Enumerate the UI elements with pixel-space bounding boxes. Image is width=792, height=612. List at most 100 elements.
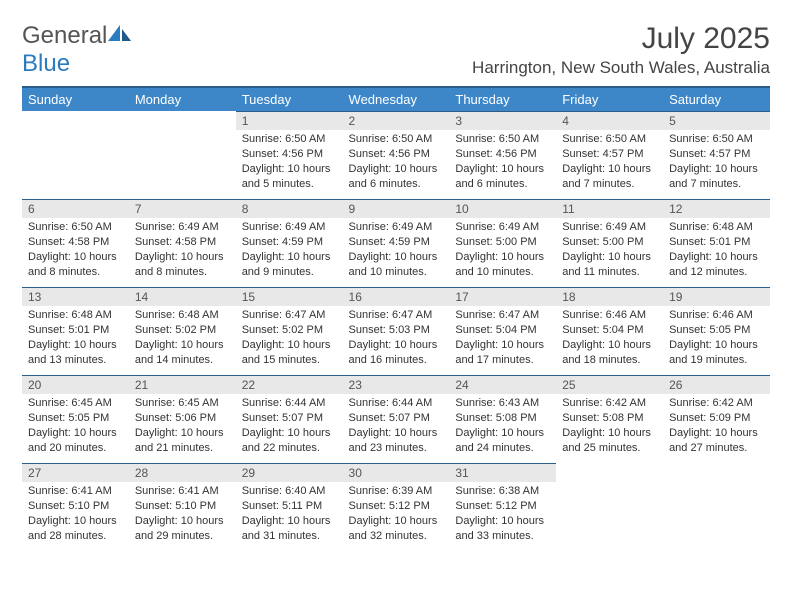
- logo-text: GeneralBlue: [22, 22, 133, 78]
- day-content: Sunrise: 6:50 AMSunset: 4:56 PMDaylight:…: [449, 130, 556, 195]
- calendar-cell: 14Sunrise: 6:48 AMSunset: 5:02 PMDayligh…: [129, 287, 236, 375]
- calendar-cell: 27Sunrise: 6:41 AMSunset: 5:10 PMDayligh…: [22, 463, 129, 551]
- calendar-body: 1Sunrise: 6:50 AMSunset: 4:56 PMDaylight…: [22, 111, 770, 551]
- day-number: 9: [343, 199, 450, 218]
- sunset-line: Sunset: 5:05 PM: [28, 411, 123, 426]
- calendar-cell: 11Sunrise: 6:49 AMSunset: 5:00 PMDayligh…: [556, 199, 663, 287]
- day-number: 22: [236, 375, 343, 394]
- day-content: Sunrise: 6:49 AMSunset: 4:59 PMDaylight:…: [343, 218, 450, 283]
- day-content: Sunrise: 6:50 AMSunset: 4:56 PMDaylight:…: [236, 130, 343, 195]
- calendar-cell: 25Sunrise: 6:42 AMSunset: 5:08 PMDayligh…: [556, 375, 663, 463]
- sunrise-line: Sunrise: 6:45 AM: [135, 396, 230, 411]
- day-content: Sunrise: 6:41 AMSunset: 5:10 PMDaylight:…: [22, 482, 129, 547]
- sunrise-line: Sunrise: 6:50 AM: [349, 132, 444, 147]
- daylight-line: Daylight: 10 hours and 23 minutes.: [349, 426, 444, 456]
- daylight-line: Daylight: 10 hours and 7 minutes.: [562, 162, 657, 192]
- sunrise-line: Sunrise: 6:39 AM: [349, 484, 444, 499]
- sunset-line: Sunset: 5:00 PM: [455, 235, 550, 250]
- calendar-cell: 26Sunrise: 6:42 AMSunset: 5:09 PMDayligh…: [663, 375, 770, 463]
- calendar-row: 27Sunrise: 6:41 AMSunset: 5:10 PMDayligh…: [22, 463, 770, 551]
- day-number: 3: [449, 111, 556, 130]
- sunrise-line: Sunrise: 6:44 AM: [349, 396, 444, 411]
- day-number: 11: [556, 199, 663, 218]
- day-number: 21: [129, 375, 236, 394]
- calendar-cell: 24Sunrise: 6:43 AMSunset: 5:08 PMDayligh…: [449, 375, 556, 463]
- day-number: 31: [449, 463, 556, 482]
- day-number: 28: [129, 463, 236, 482]
- calendar-cell: 17Sunrise: 6:47 AMSunset: 5:04 PMDayligh…: [449, 287, 556, 375]
- calendar-cell: 2Sunrise: 6:50 AMSunset: 4:56 PMDaylight…: [343, 111, 450, 199]
- sunrise-line: Sunrise: 6:50 AM: [669, 132, 764, 147]
- day-header-row: SundayMondayTuesdayWednesdayThursdayFrid…: [22, 87, 770, 111]
- day-content: Sunrise: 6:49 AMSunset: 4:58 PMDaylight:…: [129, 218, 236, 283]
- title-block: July 2025 Harrington, New South Wales, A…: [472, 22, 770, 78]
- sunset-line: Sunset: 5:12 PM: [349, 499, 444, 514]
- day-content: Sunrise: 6:50 AMSunset: 4:56 PMDaylight:…: [343, 130, 450, 195]
- sunrise-line: Sunrise: 6:48 AM: [135, 308, 230, 323]
- sunrise-line: Sunrise: 6:40 AM: [242, 484, 337, 499]
- daylight-line: Daylight: 10 hours and 5 minutes.: [242, 162, 337, 192]
- sunset-line: Sunset: 5:00 PM: [562, 235, 657, 250]
- day-content: Sunrise: 6:50 AMSunset: 4:57 PMDaylight:…: [556, 130, 663, 195]
- sunrise-line: Sunrise: 6:49 AM: [455, 220, 550, 235]
- day-number: 16: [343, 287, 450, 306]
- daylight-line: Daylight: 10 hours and 21 minutes.: [135, 426, 230, 456]
- calendar-cell: 13Sunrise: 6:48 AMSunset: 5:01 PMDayligh…: [22, 287, 129, 375]
- day-header: Tuesday: [236, 87, 343, 111]
- calendar-cell: 15Sunrise: 6:47 AMSunset: 5:02 PMDayligh…: [236, 287, 343, 375]
- sunrise-line: Sunrise: 6:46 AM: [562, 308, 657, 323]
- day-number: 19: [663, 287, 770, 306]
- daylight-line: Daylight: 10 hours and 22 minutes.: [242, 426, 337, 456]
- daylight-line: Daylight: 10 hours and 32 minutes.: [349, 514, 444, 544]
- day-number: 8: [236, 199, 343, 218]
- day-content: Sunrise: 6:42 AMSunset: 5:09 PMDaylight:…: [663, 394, 770, 459]
- day-content: Sunrise: 6:38 AMSunset: 5:12 PMDaylight:…: [449, 482, 556, 547]
- calendar-cell: 21Sunrise: 6:45 AMSunset: 5:06 PMDayligh…: [129, 375, 236, 463]
- daylight-line: Daylight: 10 hours and 8 minutes.: [28, 250, 123, 280]
- day-number: 26: [663, 375, 770, 394]
- sunset-line: Sunset: 5:08 PM: [455, 411, 550, 426]
- sunset-line: Sunset: 5:01 PM: [669, 235, 764, 250]
- day-content: Sunrise: 6:40 AMSunset: 5:11 PMDaylight:…: [236, 482, 343, 547]
- day-content: Sunrise: 6:42 AMSunset: 5:08 PMDaylight:…: [556, 394, 663, 459]
- day-content: Sunrise: 6:47 AMSunset: 5:03 PMDaylight:…: [343, 306, 450, 371]
- day-content: Sunrise: 6:47 AMSunset: 5:04 PMDaylight:…: [449, 306, 556, 371]
- calendar-cell: 28Sunrise: 6:41 AMSunset: 5:10 PMDayligh…: [129, 463, 236, 551]
- sunrise-line: Sunrise: 6:50 AM: [28, 220, 123, 235]
- calendar-cell: 22Sunrise: 6:44 AMSunset: 5:07 PMDayligh…: [236, 375, 343, 463]
- sunrise-line: Sunrise: 6:43 AM: [455, 396, 550, 411]
- day-header: Wednesday: [343, 87, 450, 111]
- month-title: July 2025: [472, 22, 770, 56]
- sunrise-line: Sunrise: 6:47 AM: [455, 308, 550, 323]
- logo: GeneralBlue: [22, 22, 133, 78]
- day-content: Sunrise: 6:46 AMSunset: 5:04 PMDaylight:…: [556, 306, 663, 371]
- calendar-cell: 16Sunrise: 6:47 AMSunset: 5:03 PMDayligh…: [343, 287, 450, 375]
- day-content: Sunrise: 6:47 AMSunset: 5:02 PMDaylight:…: [236, 306, 343, 371]
- calendar-cell: 7Sunrise: 6:49 AMSunset: 4:58 PMDaylight…: [129, 199, 236, 287]
- sunset-line: Sunset: 4:57 PM: [669, 147, 764, 162]
- sunset-line: Sunset: 5:08 PM: [562, 411, 657, 426]
- sunrise-line: Sunrise: 6:41 AM: [135, 484, 230, 499]
- daylight-line: Daylight: 10 hours and 29 minutes.: [135, 514, 230, 544]
- daylight-line: Daylight: 10 hours and 9 minutes.: [242, 250, 337, 280]
- day-number: 1: [236, 111, 343, 130]
- sunrise-line: Sunrise: 6:38 AM: [455, 484, 550, 499]
- daylight-line: Daylight: 10 hours and 6 minutes.: [455, 162, 550, 192]
- day-number: 10: [449, 199, 556, 218]
- calendar-cell: 12Sunrise: 6:48 AMSunset: 5:01 PMDayligh…: [663, 199, 770, 287]
- day-content: Sunrise: 6:48 AMSunset: 5:01 PMDaylight:…: [22, 306, 129, 371]
- sunrise-line: Sunrise: 6:42 AM: [562, 396, 657, 411]
- sunset-line: Sunset: 5:07 PM: [349, 411, 444, 426]
- sunrise-line: Sunrise: 6:47 AM: [349, 308, 444, 323]
- sunset-line: Sunset: 4:56 PM: [455, 147, 550, 162]
- sunrise-line: Sunrise: 6:44 AM: [242, 396, 337, 411]
- day-content: Sunrise: 6:44 AMSunset: 5:07 PMDaylight:…: [236, 394, 343, 459]
- calendar-cell: 3Sunrise: 6:50 AMSunset: 4:56 PMDaylight…: [449, 111, 556, 199]
- daylight-line: Daylight: 10 hours and 12 minutes.: [669, 250, 764, 280]
- day-content: Sunrise: 6:48 AMSunset: 5:01 PMDaylight:…: [663, 218, 770, 283]
- day-content: Sunrise: 6:50 AMSunset: 4:58 PMDaylight:…: [22, 218, 129, 283]
- day-number: 14: [129, 287, 236, 306]
- day-header: Friday: [556, 87, 663, 111]
- sunrise-line: Sunrise: 6:49 AM: [349, 220, 444, 235]
- daylight-line: Daylight: 10 hours and 25 minutes.: [562, 426, 657, 456]
